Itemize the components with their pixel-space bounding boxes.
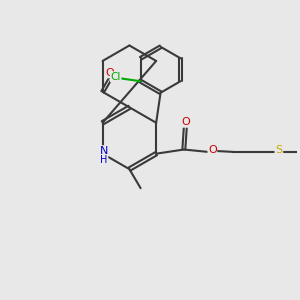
- Text: N: N: [100, 146, 108, 156]
- Text: O: O: [181, 117, 190, 127]
- Text: O: O: [208, 146, 217, 155]
- Text: S: S: [275, 146, 282, 155]
- Text: H: H: [100, 155, 108, 165]
- Text: O: O: [106, 68, 115, 78]
- Text: Cl: Cl: [110, 72, 121, 82]
